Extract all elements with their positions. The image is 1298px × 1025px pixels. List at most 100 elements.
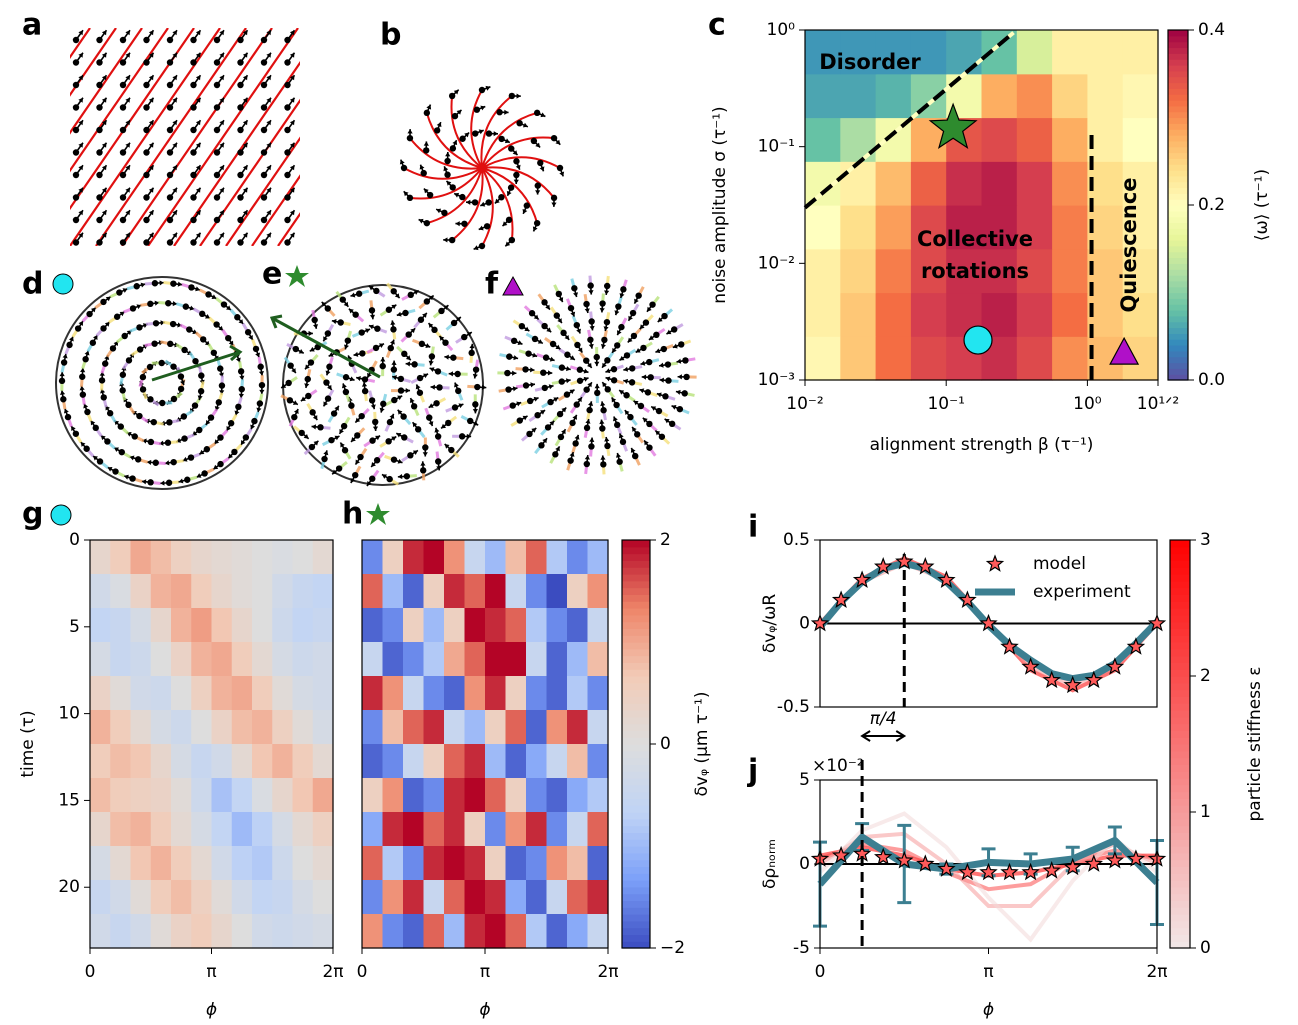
illustration-shape: [289, 210, 295, 216]
heatmap-cell: [875, 292, 912, 337]
heatmap-cell: [130, 744, 152, 779]
illustration-shape: [205, 419, 211, 425]
colorbar-step: [1168, 117, 1188, 124]
illustration-shape: [409, 398, 415, 404]
colorbar-step: [1168, 129, 1188, 136]
illustration-shape: [577, 347, 583, 353]
heatmap-cell: [1052, 30, 1088, 75]
heatmap-cell: [423, 914, 445, 949]
illustration-shape: [481, 384, 487, 390]
colorbar-step: [1170, 778, 1190, 786]
colorbar-step: [622, 628, 650, 636]
heatmap-cell: [171, 676, 192, 711]
illustration-shape: [396, 432, 402, 438]
illustration-shape: [655, 348, 661, 354]
illustration-shape: [325, 370, 331, 376]
illustration-shape: [148, 75, 154, 81]
illustration-shape: [540, 369, 547, 376]
colorbar-step: [1170, 832, 1190, 840]
illustration-shape: [473, 106, 481, 113]
heatmap-cell: [805, 205, 841, 250]
colorbar-step: [622, 934, 650, 942]
y-tick-label: 5: [799, 770, 810, 790]
heatmap-cell: [171, 540, 192, 575]
heatmap-cell: [444, 642, 466, 677]
heatmap-cell: [567, 744, 589, 779]
colorbar-step: [622, 703, 650, 711]
colorbar-step: [622, 696, 650, 704]
heatmap-cell: [150, 676, 172, 711]
illustration-shape: [397, 409, 403, 415]
colorbar-step: [1168, 187, 1188, 194]
heatmap-cell: [191, 846, 213, 881]
illustration-shape: [79, 385, 85, 391]
illustration-shape: [504, 109, 509, 115]
illustration-shape: [502, 221, 508, 227]
illustration-shape: [513, 355, 519, 361]
heatmap-cell: [312, 880, 334, 915]
illustration-shape: [394, 293, 400, 299]
heatmap-cell: [805, 336, 841, 381]
model-point: [937, 859, 956, 877]
heatmap-cell: [526, 574, 548, 609]
colorbar-step: [1170, 798, 1190, 806]
heatmap-cell: [526, 710, 548, 745]
heatmap-cell: [382, 642, 404, 677]
illustration-shape: [55, 276, 269, 490]
heatmap-cell: [403, 812, 425, 847]
illustration-shape: [430, 384, 435, 390]
heatmap-cell: [1122, 117, 1159, 162]
colorbar-step: [622, 859, 650, 867]
illustration-shape: [587, 362, 592, 368]
colorbar-step: [1170, 696, 1190, 704]
illustration-shape: [242, 120, 248, 126]
heatmap-cell: [567, 846, 589, 881]
model-point: [1042, 670, 1061, 689]
y-tick-label: 10⁻³: [758, 370, 795, 390]
heatmap-cell: [211, 846, 233, 881]
heatmap-cell: [191, 676, 213, 711]
illustration-shape: [125, 30, 130, 36]
illustration-shape: [467, 417, 474, 425]
heatmap-cell: [587, 574, 609, 609]
colorbar-step: [622, 778, 650, 786]
heatmap-cell: [272, 812, 294, 847]
illustration-shape: [198, 372, 205, 379]
x-axis-label: alignment strength β (τ⁻¹): [870, 435, 1094, 455]
illustration-shape: [182, 456, 188, 462]
illustration-shape: [632, 426, 637, 432]
illustration-shape: [472, 409, 478, 414]
x-tick-label: π: [206, 962, 216, 982]
illustration-shape: [642, 417, 648, 423]
illustration-shape: [266, 187, 271, 193]
illustration-shape: [466, 199, 471, 205]
illustration-shape: [594, 361, 600, 367]
illustration-shape: [101, 210, 107, 216]
heatmap-cell: [272, 914, 294, 949]
illustration-shape: [532, 226, 538, 232]
illustration-shape: [324, 395, 332, 402]
heatmap-cell: [252, 812, 273, 847]
illustration-shape: [92, 455, 98, 461]
illustration-shape: [164, 460, 170, 466]
illustration-shape: [101, 30, 107, 36]
heatmap-cell: [90, 846, 111, 881]
illustration-shape: [574, 434, 580, 440]
heatmap-cell: [546, 642, 568, 677]
annotation: Quiescence: [1117, 177, 1141, 312]
illustration-shape: [368, 324, 374, 330]
illustration-shape: [251, 417, 258, 425]
illustration-shape: [60, 390, 66, 396]
illustration-shape: [436, 465, 442, 471]
colorbar-step: [1170, 594, 1190, 602]
x-tick-label: 10⁻²: [786, 394, 823, 414]
model-point: [895, 850, 914, 869]
colorbar-step: [622, 676, 650, 684]
span-arrow: [860, 730, 907, 742]
illustration-shape: [344, 344, 349, 350]
illustration-shape: [448, 371, 454, 377]
heatmap-cell: [312, 642, 334, 677]
heatmap-cell: [362, 846, 384, 881]
y-tick-label: 15: [58, 790, 80, 810]
heatmap-cell: [292, 880, 314, 915]
